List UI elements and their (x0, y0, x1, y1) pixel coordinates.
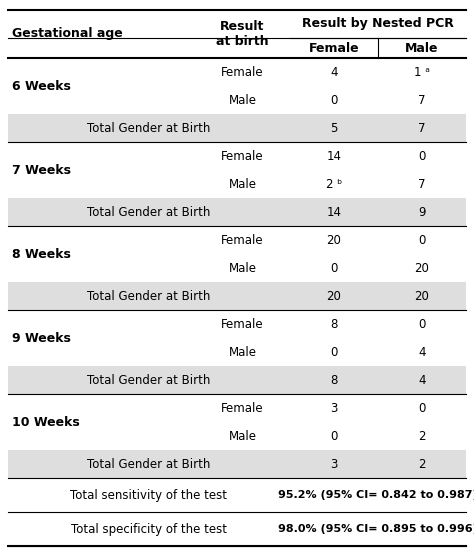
Bar (8, 282, 466, 310)
Text: 0: 0 (330, 94, 337, 106)
Text: Female: Female (221, 234, 264, 246)
Text: 1 ᵃ: 1 ᵃ (414, 66, 430, 78)
Bar (8, 198, 466, 226)
Text: Result
at birth: Result at birth (216, 20, 269, 48)
Text: Female: Female (221, 149, 264, 163)
Text: 8: 8 (330, 374, 337, 386)
Text: 7: 7 (418, 177, 426, 191)
Text: Female: Female (221, 402, 264, 414)
Text: 6 Weeks: 6 Weeks (12, 79, 71, 93)
Text: 2 ᵇ: 2 ᵇ (326, 177, 342, 191)
Text: 2: 2 (418, 457, 426, 471)
Text: 8: 8 (330, 317, 337, 331)
Text: Male: Male (228, 429, 256, 442)
Text: 20: 20 (327, 234, 341, 246)
Text: 4: 4 (418, 374, 426, 386)
Text: Male: Male (228, 262, 256, 274)
Bar (8, 114, 466, 142)
Text: 95.2% (95% CI= 0.842 to 0.987): 95.2% (95% CI= 0.842 to 0.987) (278, 490, 474, 500)
Text: 3: 3 (330, 402, 337, 414)
Text: Male: Male (228, 177, 256, 191)
Text: 0: 0 (419, 317, 426, 331)
Text: Male: Male (228, 345, 256, 359)
Text: 14: 14 (327, 206, 341, 219)
Bar (8, 450, 466, 478)
Text: Total Gender at Birth: Total Gender at Birth (87, 457, 210, 471)
Text: 0: 0 (419, 149, 426, 163)
Text: 4: 4 (418, 345, 426, 359)
Text: 0: 0 (330, 345, 337, 359)
Text: 9 Weeks: 9 Weeks (12, 332, 71, 344)
Text: Female: Female (221, 317, 264, 331)
Text: 7: 7 (418, 94, 426, 106)
Text: Total Gender at Birth: Total Gender at Birth (87, 206, 210, 219)
Text: 0: 0 (330, 262, 337, 274)
Text: 20: 20 (415, 289, 429, 302)
Text: 7 Weeks: 7 Weeks (12, 164, 71, 176)
Text: 2: 2 (418, 429, 426, 442)
Text: 9: 9 (418, 206, 426, 219)
Text: 7: 7 (418, 122, 426, 134)
Text: Female: Female (221, 66, 264, 78)
Text: Total Gender at Birth: Total Gender at Birth (87, 289, 210, 302)
Text: Total sensitivity of the test: Total sensitivity of the test (71, 489, 228, 501)
Text: Female: Female (309, 41, 359, 55)
Text: 0: 0 (330, 429, 337, 442)
Text: Total specificity of the test: Total specificity of the test (71, 522, 227, 536)
Text: Total Gender at Birth: Total Gender at Birth (87, 122, 210, 134)
Text: 20: 20 (415, 262, 429, 274)
Text: 10 Weeks: 10 Weeks (12, 415, 80, 429)
Text: Gestational age: Gestational age (12, 28, 123, 41)
Text: Result by Nested PCR: Result by Nested PCR (302, 18, 454, 30)
Text: 4: 4 (330, 66, 338, 78)
Text: 98.0% (95% CI= 0.895 to 0.996): 98.0% (95% CI= 0.895 to 0.996) (278, 524, 474, 534)
Text: 14: 14 (327, 149, 341, 163)
Text: 8 Weeks: 8 Weeks (12, 247, 71, 261)
Text: Male: Male (405, 41, 439, 55)
Text: Total Gender at Birth: Total Gender at Birth (87, 374, 210, 386)
Text: Male: Male (228, 94, 256, 106)
Text: 3: 3 (330, 457, 337, 471)
Text: 0: 0 (419, 402, 426, 414)
Text: 0: 0 (419, 234, 426, 246)
Bar (8, 366, 466, 394)
Text: 20: 20 (327, 289, 341, 302)
Text: 5: 5 (330, 122, 337, 134)
